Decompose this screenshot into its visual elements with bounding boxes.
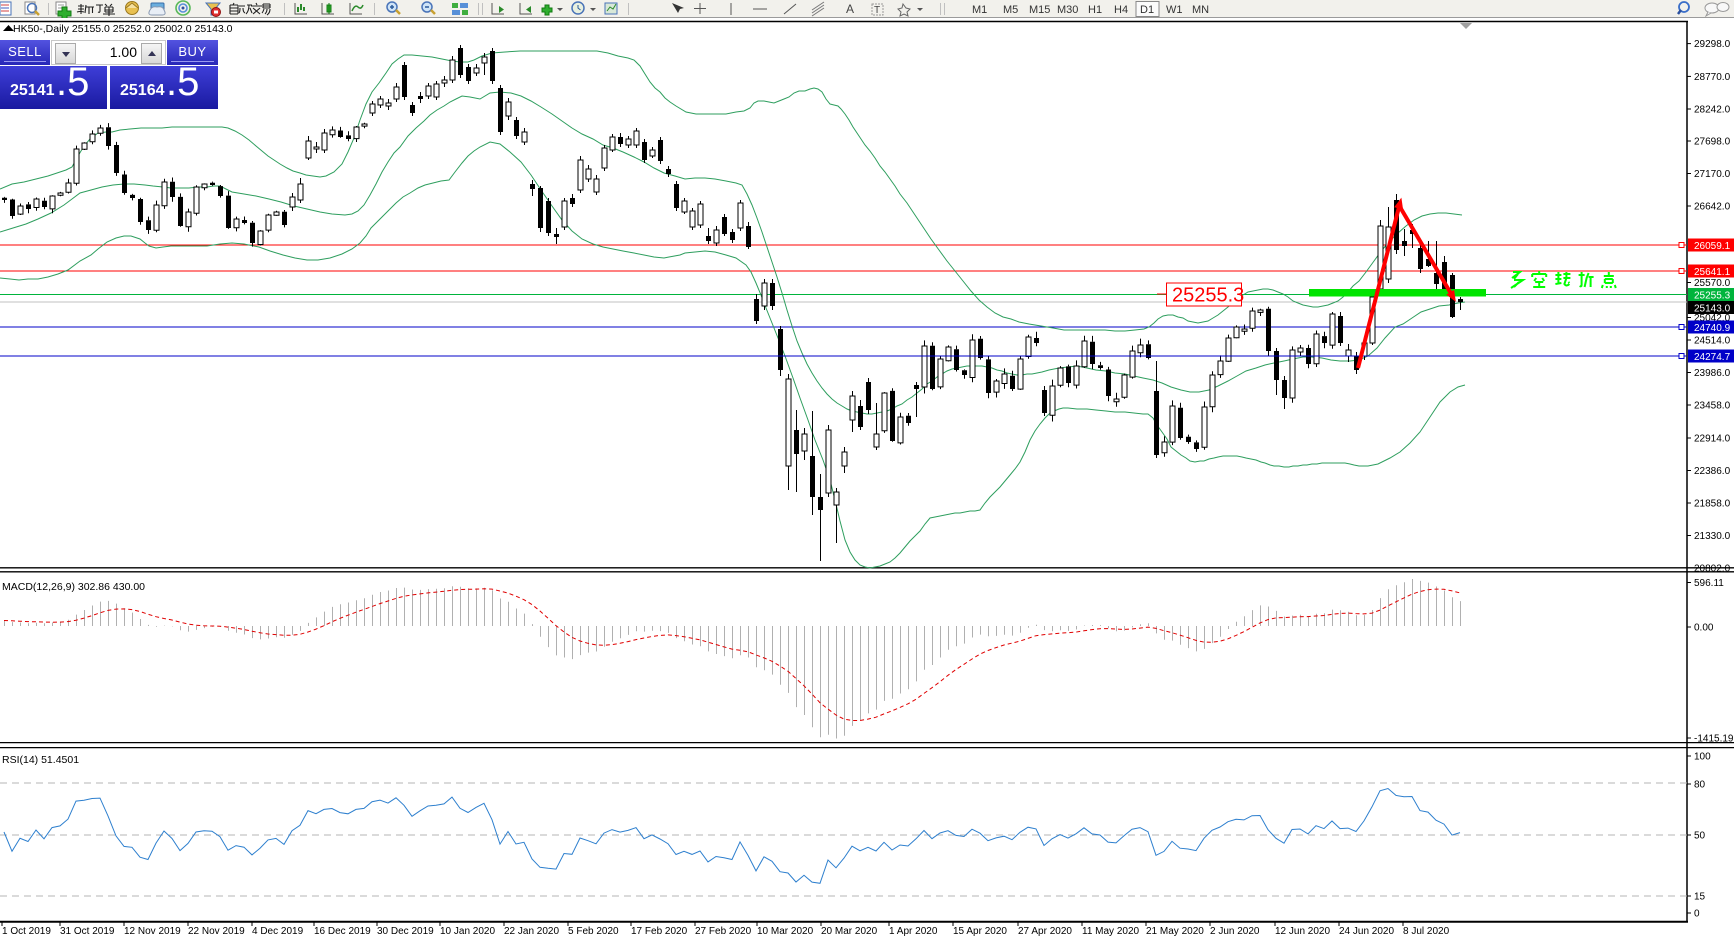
svg-text:12 Nov 2019: 12 Nov 2019: [124, 926, 181, 937]
svg-text:28242.0: 28242.0: [1694, 105, 1731, 116]
svg-text:80: 80: [1694, 780, 1706, 791]
svg-text:24274.7: 24274.7: [1694, 352, 1731, 363]
svg-text:25641.1: 25641.1: [1694, 267, 1731, 278]
svg-text:HK50-,Daily 25155.0 25252.0 2: HK50-,Daily 25155.0 25252.0 25002.0 2514…: [13, 23, 233, 35]
svg-text:2 Jun 2020: 2 Jun 2020: [1210, 926, 1260, 937]
svg-text:50: 50: [1694, 831, 1706, 842]
svg-text:22 Nov 2019: 22 Nov 2019: [188, 926, 245, 937]
svg-text:22386.0: 22386.0: [1694, 466, 1731, 477]
svg-text:M15: M15: [1029, 4, 1050, 16]
svg-text:25042.0: 25042.0: [1694, 313, 1731, 324]
svg-text:26059.1: 26059.1: [1694, 241, 1731, 252]
svg-text:27 Feb 2020: 27 Feb 2020: [695, 926, 752, 937]
svg-text:21330.0: 21330.0: [1694, 531, 1731, 542]
svg-text:8 Jul 2020: 8 Jul 2020: [1403, 926, 1450, 937]
svg-text:24514.0: 24514.0: [1694, 336, 1731, 347]
svg-text:28770.0: 28770.0: [1694, 72, 1731, 83]
svg-text:17 Feb 2020: 17 Feb 2020: [631, 926, 688, 937]
svg-text:30 Dec 2019: 30 Dec 2019: [377, 926, 434, 937]
svg-text:MN: MN: [1192, 4, 1209, 16]
svg-text:26642.0: 26642.0: [1694, 202, 1731, 213]
svg-text:MACD(12,26,9) 302.86 430.00: MACD(12,26,9) 302.86 430.00: [2, 581, 145, 593]
svg-text:16 Dec 2019: 16 Dec 2019: [314, 926, 371, 937]
svg-text:23986.0: 23986.0: [1694, 368, 1731, 379]
svg-text:22914.0: 22914.0: [1694, 434, 1731, 445]
svg-text:22 Jan 2020: 22 Jan 2020: [504, 926, 559, 937]
svg-text:D1: D1: [1140, 4, 1154, 16]
svg-text:25255.3: 25255.3: [1694, 291, 1731, 302]
svg-text:5 Feb 2020: 5 Feb 2020: [568, 926, 619, 937]
svg-text:M5: M5: [1003, 4, 1018, 16]
svg-text:H4: H4: [1114, 4, 1128, 16]
svg-text:25570.0: 25570.0: [1694, 278, 1731, 289]
svg-text:T: T: [874, 5, 880, 16]
svg-text:27 Apr 2020: 27 Apr 2020: [1018, 926, 1072, 937]
svg-text:20 Mar 2020: 20 Mar 2020: [821, 926, 878, 937]
svg-text:24 Jun 2020: 24 Jun 2020: [1339, 926, 1394, 937]
svg-text:RSI(14) 51.4501: RSI(14) 51.4501: [2, 754, 79, 766]
svg-text:21858.0: 21858.0: [1694, 499, 1731, 510]
svg-text:0: 0: [1694, 909, 1700, 920]
svg-text:27170.0: 27170.0: [1694, 169, 1731, 180]
svg-text:W1: W1: [1166, 4, 1183, 16]
svg-text:-1415.19: -1415.19: [1694, 734, 1734, 745]
svg-text:24740.9: 24740.9: [1694, 323, 1731, 334]
svg-text:25143.0: 25143.0: [1694, 304, 1731, 315]
svg-text:11 May 2020: 11 May 2020: [1082, 926, 1140, 937]
svg-text:23458.0: 23458.0: [1694, 401, 1731, 412]
svg-text:0.00: 0.00: [1694, 623, 1714, 634]
svg-text:10 Jan 2020: 10 Jan 2020: [440, 926, 495, 937]
svg-text:M1: M1: [972, 4, 987, 16]
svg-text:4 Dec 2019: 4 Dec 2019: [252, 926, 304, 937]
svg-text:12 Jun 2020: 12 Jun 2020: [1275, 926, 1330, 937]
svg-text:27698.0: 27698.0: [1694, 137, 1731, 148]
svg-text:21 May 2020: 21 May 2020: [1146, 926, 1204, 937]
svg-text:100: 100: [1694, 752, 1711, 763]
svg-text:M30: M30: [1057, 4, 1078, 16]
svg-text:29298.0: 29298.0: [1694, 39, 1731, 50]
svg-text:10 Mar 2020: 10 Mar 2020: [757, 926, 814, 937]
svg-text:20802.0: 20802.0: [1694, 564, 1731, 575]
svg-text:31 Oct 2019: 31 Oct 2019: [60, 926, 115, 937]
svg-text:15 Apr 2020: 15 Apr 2020: [953, 926, 1007, 937]
svg-text:1 Oct 2019: 1 Oct 2019: [2, 926, 51, 937]
svg-text:596.11: 596.11: [1694, 578, 1724, 589]
svg-text:25255.3: 25255.3: [1172, 285, 1244, 307]
svg-text:1 Apr 2020: 1 Apr 2020: [889, 926, 938, 937]
svg-text:H1: H1: [1088, 4, 1102, 16]
svg-text:A: A: [846, 2, 854, 16]
svg-text:15: 15: [1694, 892, 1706, 903]
